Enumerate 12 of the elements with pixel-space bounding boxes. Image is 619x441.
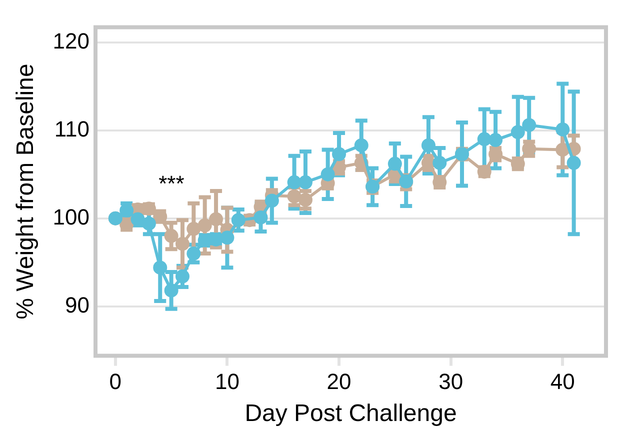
x-tick-label: 40 — [550, 369, 575, 394]
x-tick-label: 20 — [326, 369, 352, 394]
x-tick-label: 30 — [438, 369, 464, 394]
y-tick-label: 100 — [52, 204, 90, 230]
annotation: *** — [158, 171, 185, 196]
y-axis-title: % Weight from Baseline — [12, 64, 40, 320]
x-tick-label: 0 — [109, 369, 122, 394]
y-tick-label: 120 — [52, 28, 90, 54]
y-tick-label: 90 — [65, 292, 90, 318]
x-axis-title: Day Post Challenge — [244, 400, 457, 428]
x-tick-label: 10 — [214, 369, 240, 394]
y-tick-label: 110 — [54, 116, 90, 142]
